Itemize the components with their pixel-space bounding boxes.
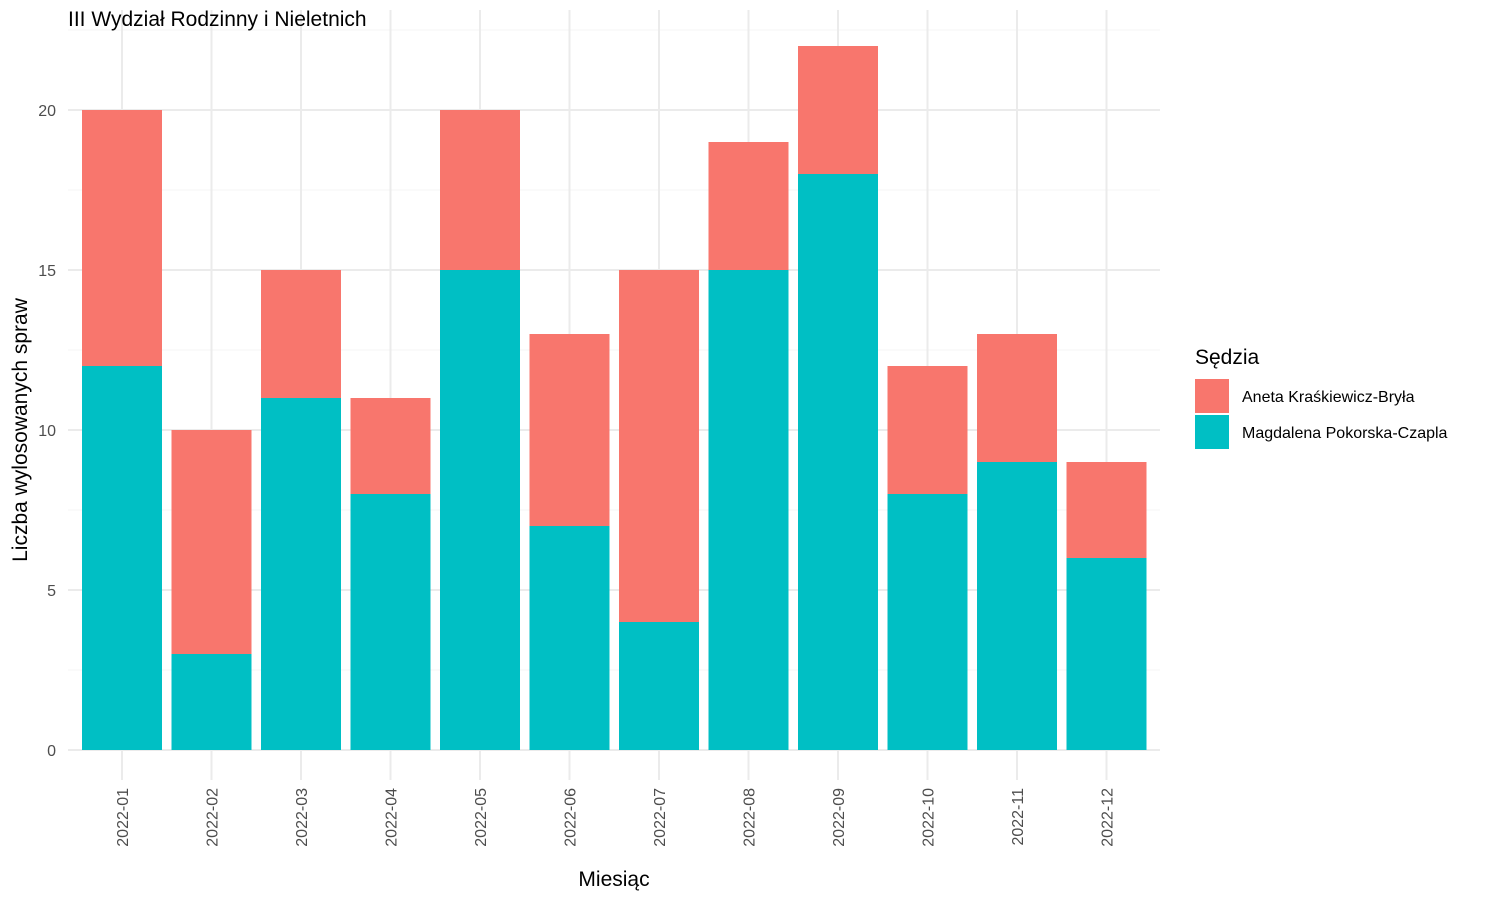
bar-segment: [440, 110, 520, 270]
legend-key: [1195, 415, 1229, 449]
bar-segment: [350, 494, 431, 750]
bar-segment: [887, 494, 968, 750]
y-tick-label: 10: [38, 423, 56, 440]
x-axis-ticks: 2022-01 2022-02 2022-03 2022-04 2022-05 2022-…: [115, 788, 1117, 847]
bar-segment: [82, 110, 162, 366]
bar-segment: [82, 366, 162, 750]
bar-segment: [529, 526, 610, 750]
x-axis-title: Miesiąc: [578, 868, 649, 891]
x-tick-label: 2022-11: [1010, 788, 1027, 846]
y-tick-label: 20: [38, 103, 56, 120]
bar-segment: [171, 430, 252, 654]
y-axis-ticks: 0 5 10 15 20: [38, 103, 56, 760]
x-tick-label: 2022-02: [205, 788, 222, 847]
bar-segment: [977, 334, 1057, 462]
bar-segment: [708, 270, 789, 750]
x-tick-label: 2022-06: [563, 788, 580, 847]
bar-segment: [261, 398, 341, 750]
x-tick-label: 2022-12: [1100, 788, 1117, 847]
bar-segment: [798, 174, 878, 750]
bar-segment: [619, 270, 699, 622]
y-tick-label: 0: [47, 743, 56, 760]
x-tick-label: 2022-10: [921, 788, 938, 847]
bar-segment: [261, 270, 341, 398]
legend-label: Aneta Kraśkiewicz-Bryła: [1242, 389, 1415, 406]
bar-segment: [977, 462, 1057, 750]
bars: [82, 46, 1147, 750]
bar-segment: [171, 654, 252, 750]
chart-title: III Wydział Rodzinny i Nieletnich: [68, 8, 367, 31]
bar-segment: [350, 398, 431, 494]
bar-segment: [619, 622, 699, 750]
y-tick-label: 15: [38, 263, 56, 280]
x-tick-label: 2022-01: [115, 788, 132, 847]
x-tick-label: 2022-05: [473, 788, 490, 847]
y-axis-title: Liczba wylosowanych spraw: [9, 297, 32, 562]
bar-segment: [708, 142, 789, 270]
x-tick-label: 2022-07: [652, 788, 669, 847]
legend-title: Sędzia: [1195, 346, 1260, 369]
y-tick-label: 5: [47, 583, 56, 600]
x-tick-label: 2022-09: [831, 788, 848, 847]
x-tick-label: 2022-03: [294, 788, 311, 847]
legend: Sędzia Aneta Kraśkiewicz-Bryła Magdalena …: [1195, 346, 1448, 449]
x-tick-label: 2022-04: [384, 788, 401, 847]
legend-key: [1195, 379, 1229, 413]
bar-segment: [529, 334, 610, 526]
bar-segment: [1066, 558, 1147, 750]
bar-segment: [1066, 462, 1147, 558]
bar-segment: [798, 46, 878, 174]
bar-segment: [887, 366, 968, 494]
bar-segment: [440, 270, 520, 750]
legend-items: Aneta Kraśkiewicz-Bryła Magdalena Pokorsk…: [1195, 379, 1448, 449]
legend-label: Magdalena Pokorska-Czapla: [1242, 425, 1448, 442]
x-tick-label: 2022-08: [742, 788, 759, 847]
